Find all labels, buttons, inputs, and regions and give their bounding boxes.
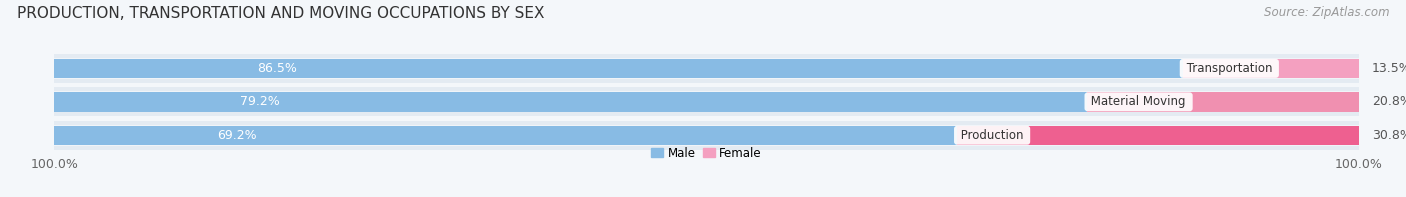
Text: Source: ZipAtlas.com: Source: ZipAtlas.com [1264, 6, 1389, 19]
Bar [55, 58, 1358, 79]
Text: PRODUCTION, TRANSPORTATION AND MOVING OCCUPATIONS BY SEX: PRODUCTION, TRANSPORTATION AND MOVING OC… [17, 6, 544, 21]
Bar [957, 125, 1358, 145]
Text: 79.2%: 79.2% [240, 95, 280, 108]
Bar [55, 121, 1358, 150]
Bar [55, 54, 1358, 83]
Text: Production: Production [957, 129, 1028, 142]
Bar [1182, 59, 1358, 78]
Bar [55, 92, 1087, 112]
Text: 86.5%: 86.5% [257, 62, 297, 75]
Bar [55, 125, 957, 145]
Bar [1087, 92, 1358, 112]
Legend: Male, Female: Male, Female [647, 142, 766, 164]
Bar [55, 87, 1358, 116]
Text: Transportation: Transportation [1182, 62, 1277, 75]
Bar [55, 125, 1358, 146]
Text: 13.5%: 13.5% [1372, 62, 1406, 75]
Bar [55, 91, 1358, 112]
Text: 69.2%: 69.2% [217, 129, 256, 142]
Text: 20.8%: 20.8% [1372, 95, 1406, 108]
Text: 30.8%: 30.8% [1372, 129, 1406, 142]
Bar [55, 59, 1182, 78]
Text: Material Moving: Material Moving [1087, 95, 1189, 108]
